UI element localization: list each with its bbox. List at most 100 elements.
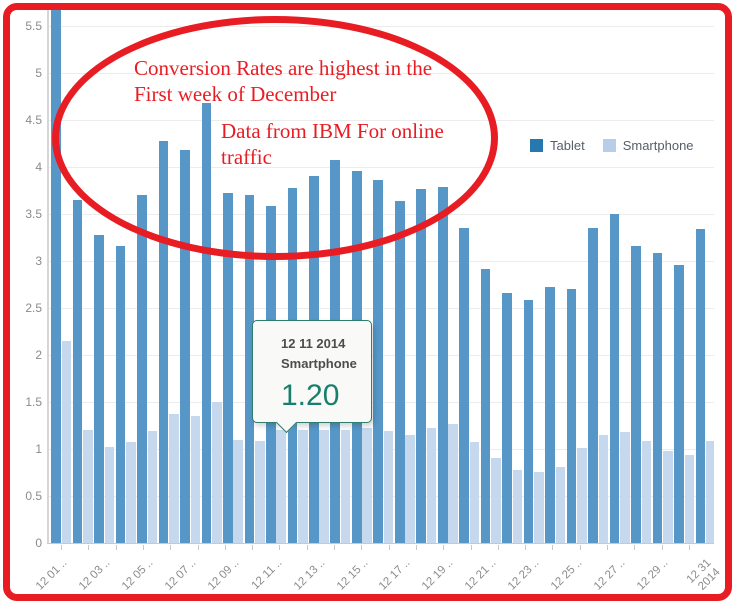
- bar-smartphone-12-23-2014[interactable]: [534, 471, 544, 543]
- legend: Tablet Smartphone: [530, 138, 694, 153]
- x-axis-tick: [61, 545, 62, 550]
- x-axis-tick: [334, 545, 335, 550]
- tooltip-series: Smartphone: [281, 356, 357, 372]
- bar-tablet-12-01-2014[interactable]: [51, 10, 61, 543]
- x-axis-tick: [197, 545, 199, 550]
- x-axis-tick: [607, 545, 608, 550]
- bar-smartphone-12-22-2014[interactable]: [512, 469, 523, 543]
- bar-smartphone-12-28-2014[interactable]: [641, 441, 652, 543]
- bar-tablet-12-03-2014[interactable]: [94, 234, 104, 543]
- bar-tablet-12-20-2014[interactable]: [459, 228, 469, 543]
- bar-smartphone-12-01-2014[interactable]: [61, 340, 72, 543]
- bar-smartphone-12-12-2014[interactable]: [297, 430, 308, 543]
- bar-smartphone-12-18-2014[interactable]: [426, 428, 437, 543]
- bar-tablet-12-18-2014[interactable]: [416, 188, 427, 543]
- bar-smartphone-12-13-2014[interactable]: [319, 430, 329, 543]
- annotation-text-1: Conversion Rates are highest in the Firs…: [134, 56, 433, 106]
- bar-tablet-12-31-2014[interactable]: [695, 229, 706, 543]
- legend-item-tablet[interactable]: Tablet: [530, 138, 585, 153]
- bar-smartphone-12-20-2014[interactable]: [469, 442, 480, 543]
- bar-smartphone-12-27-2014[interactable]: [620, 432, 630, 543]
- gridline: [48, 120, 714, 121]
- bar-tablet-12-22-2014[interactable]: [502, 292, 512, 543]
- bar-smartphone-12-30-2014[interactable]: [684, 454, 695, 543]
- bar-tablet-12-08-2014[interactable]: [201, 103, 212, 543]
- bar-tablet-12-06-2014[interactable]: [158, 140, 169, 543]
- bar-smartphone-12-08-2014[interactable]: [211, 402, 222, 543]
- y-tick-label: 5.5: [25, 19, 42, 33]
- bar-smartphone-12-24-2014[interactable]: [555, 466, 566, 543]
- bar-tablet-12-02-2014[interactable]: [72, 199, 83, 543]
- bar-tablet-12-29-2014[interactable]: [652, 253, 663, 543]
- legend-label-tablet: Tablet: [550, 138, 585, 153]
- bar-tablet-12-16-2014[interactable]: [373, 180, 384, 543]
- bar-tablet-12-17-2014[interactable]: [394, 200, 405, 543]
- x-axis-tick: [252, 545, 254, 550]
- bar-smartphone-12-19-2014[interactable]: [448, 423, 458, 543]
- tooltip: 12 11 2014 Smartphone 1.20: [252, 320, 372, 434]
- y-tick-label: 1.5: [25, 395, 42, 409]
- x-axis-tick: [361, 545, 363, 550]
- legend-item-smartphone[interactable]: Smartphone: [602, 138, 694, 153]
- y-axis-line: [47, 10, 49, 544]
- bar-smartphone-12-11-2014[interactable]: [276, 430, 287, 543]
- y-tick-label: 3.5: [25, 207, 42, 221]
- tooltip-value: 1.20: [281, 379, 340, 413]
- gridline: [48, 26, 714, 27]
- annotation-text-2: Data from IBM For online traffic: [221, 119, 444, 169]
- bar-smartphone-12-09-2014[interactable]: [233, 439, 244, 543]
- x-axis-tick: [443, 545, 445, 550]
- bar-smartphone-12-21-2014[interactable]: [491, 458, 501, 543]
- bar-smartphone-12-26-2014[interactable]: [598, 434, 609, 543]
- tablet-swatch-icon: [530, 139, 543, 152]
- bar-smartphone-12-02-2014[interactable]: [83, 430, 93, 543]
- bar-smartphone-12-15-2014[interactable]: [362, 428, 372, 543]
- x-axis-tick: [497, 545, 499, 550]
- bar-tablet-12-09-2014[interactable]: [223, 193, 233, 543]
- bar-tablet-12-24-2014[interactable]: [545, 287, 555, 543]
- bar-smartphone-12-07-2014[interactable]: [190, 416, 201, 543]
- y-tick-label: 2: [35, 348, 42, 362]
- x-axis-tick: [688, 545, 690, 550]
- bar-smartphone-12-29-2014[interactable]: [663, 450, 673, 543]
- legend-label-smartphone: Smartphone: [622, 138, 694, 153]
- tooltip-date: 12 11 2014: [281, 336, 346, 351]
- bar-tablet-12-30-2014[interactable]: [674, 264, 684, 543]
- bar-smartphone-12-14-2014[interactable]: [340, 430, 351, 543]
- bar-smartphone-12-06-2014[interactable]: [169, 414, 179, 543]
- x-axis-tick: [115, 545, 117, 550]
- bar-smartphone-12-03-2014[interactable]: [104, 447, 115, 543]
- bar-tablet-12-23-2014[interactable]: [523, 300, 534, 543]
- bar-smartphone-12-04-2014[interactable]: [126, 442, 136, 543]
- x-axis-tick: [388, 545, 390, 550]
- x-axis-tick: [142, 545, 144, 550]
- bar-tablet-12-05-2014[interactable]: [137, 195, 147, 543]
- bar-tablet-12-28-2014[interactable]: [631, 245, 641, 543]
- x-axis-tick: [525, 545, 527, 550]
- x-axis-tick: [306, 545, 308, 550]
- bar-tablet-12-26-2014[interactable]: [588, 228, 598, 543]
- x-axis-tick: [634, 545, 636, 550]
- bar-tablet-12-25-2014[interactable]: [566, 289, 577, 543]
- bar-smartphone-12-25-2014[interactable]: [577, 448, 587, 543]
- bar-tablet-12-07-2014[interactable]: [180, 150, 190, 543]
- y-tick-label: 2.5: [25, 301, 42, 315]
- bar-tablet-12-27-2014[interactable]: [609, 214, 620, 543]
- bar-smartphone-12-17-2014[interactable]: [405, 434, 415, 543]
- y-tick-label: 0: [35, 536, 42, 550]
- bar-smartphone-12-31-2014[interactable]: [706, 440, 714, 543]
- bar-tablet-12-10-2014[interactable]: [244, 195, 255, 543]
- bar-smartphone-12-05-2014[interactable]: [147, 431, 158, 543]
- bar-tablet-12-19-2014[interactable]: [437, 186, 448, 543]
- x-axis-tick: [552, 545, 554, 550]
- bar-smartphone-12-16-2014[interactable]: [383, 431, 394, 543]
- gridline: [48, 167, 714, 168]
- x-axis-tick: [661, 545, 663, 550]
- bar-tablet-12-04-2014[interactable]: [115, 245, 126, 543]
- y-tick-label: 1: [35, 442, 42, 456]
- bar-smartphone-12-10-2014[interactable]: [254, 441, 265, 543]
- y-tick-label: 5: [35, 66, 42, 80]
- y-tick-label: 4: [35, 160, 42, 174]
- x-axis-tick: [224, 545, 226, 550]
- bar-tablet-12-21-2014[interactable]: [480, 268, 491, 543]
